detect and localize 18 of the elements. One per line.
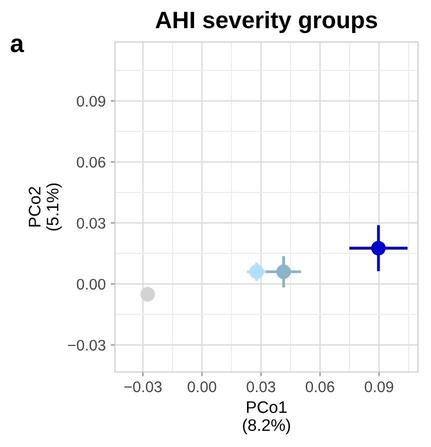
point [140, 287, 155, 302]
point [371, 240, 386, 256]
x-tick-label: −0.03 [124, 381, 162, 392]
x-tick-label: 0.00 [188, 381, 216, 392]
x-tick-label: 0.06 [306, 381, 334, 392]
y-tick-label: 0.06 [76, 156, 106, 168]
point [276, 264, 291, 280]
x-tick-label: 0.03 [246, 381, 276, 392]
point [249, 264, 264, 280]
x-axis-title: PCo1 (8.2%) [242, 401, 290, 434]
y-tick-label: 0.00 [76, 278, 106, 290]
y-tick-label: 0.09 [76, 96, 106, 107]
chart-title: AHI severity groups [156, 11, 378, 34]
y-tick-label: 0.03 [76, 218, 106, 229]
y-axis-title: PCo2 (5.1%) [28, 183, 62, 231]
x-tick-label: 0.09 [364, 381, 394, 392]
text: a [10, 38, 24, 52]
y-tick-label: −0.03 [68, 340, 106, 351]
